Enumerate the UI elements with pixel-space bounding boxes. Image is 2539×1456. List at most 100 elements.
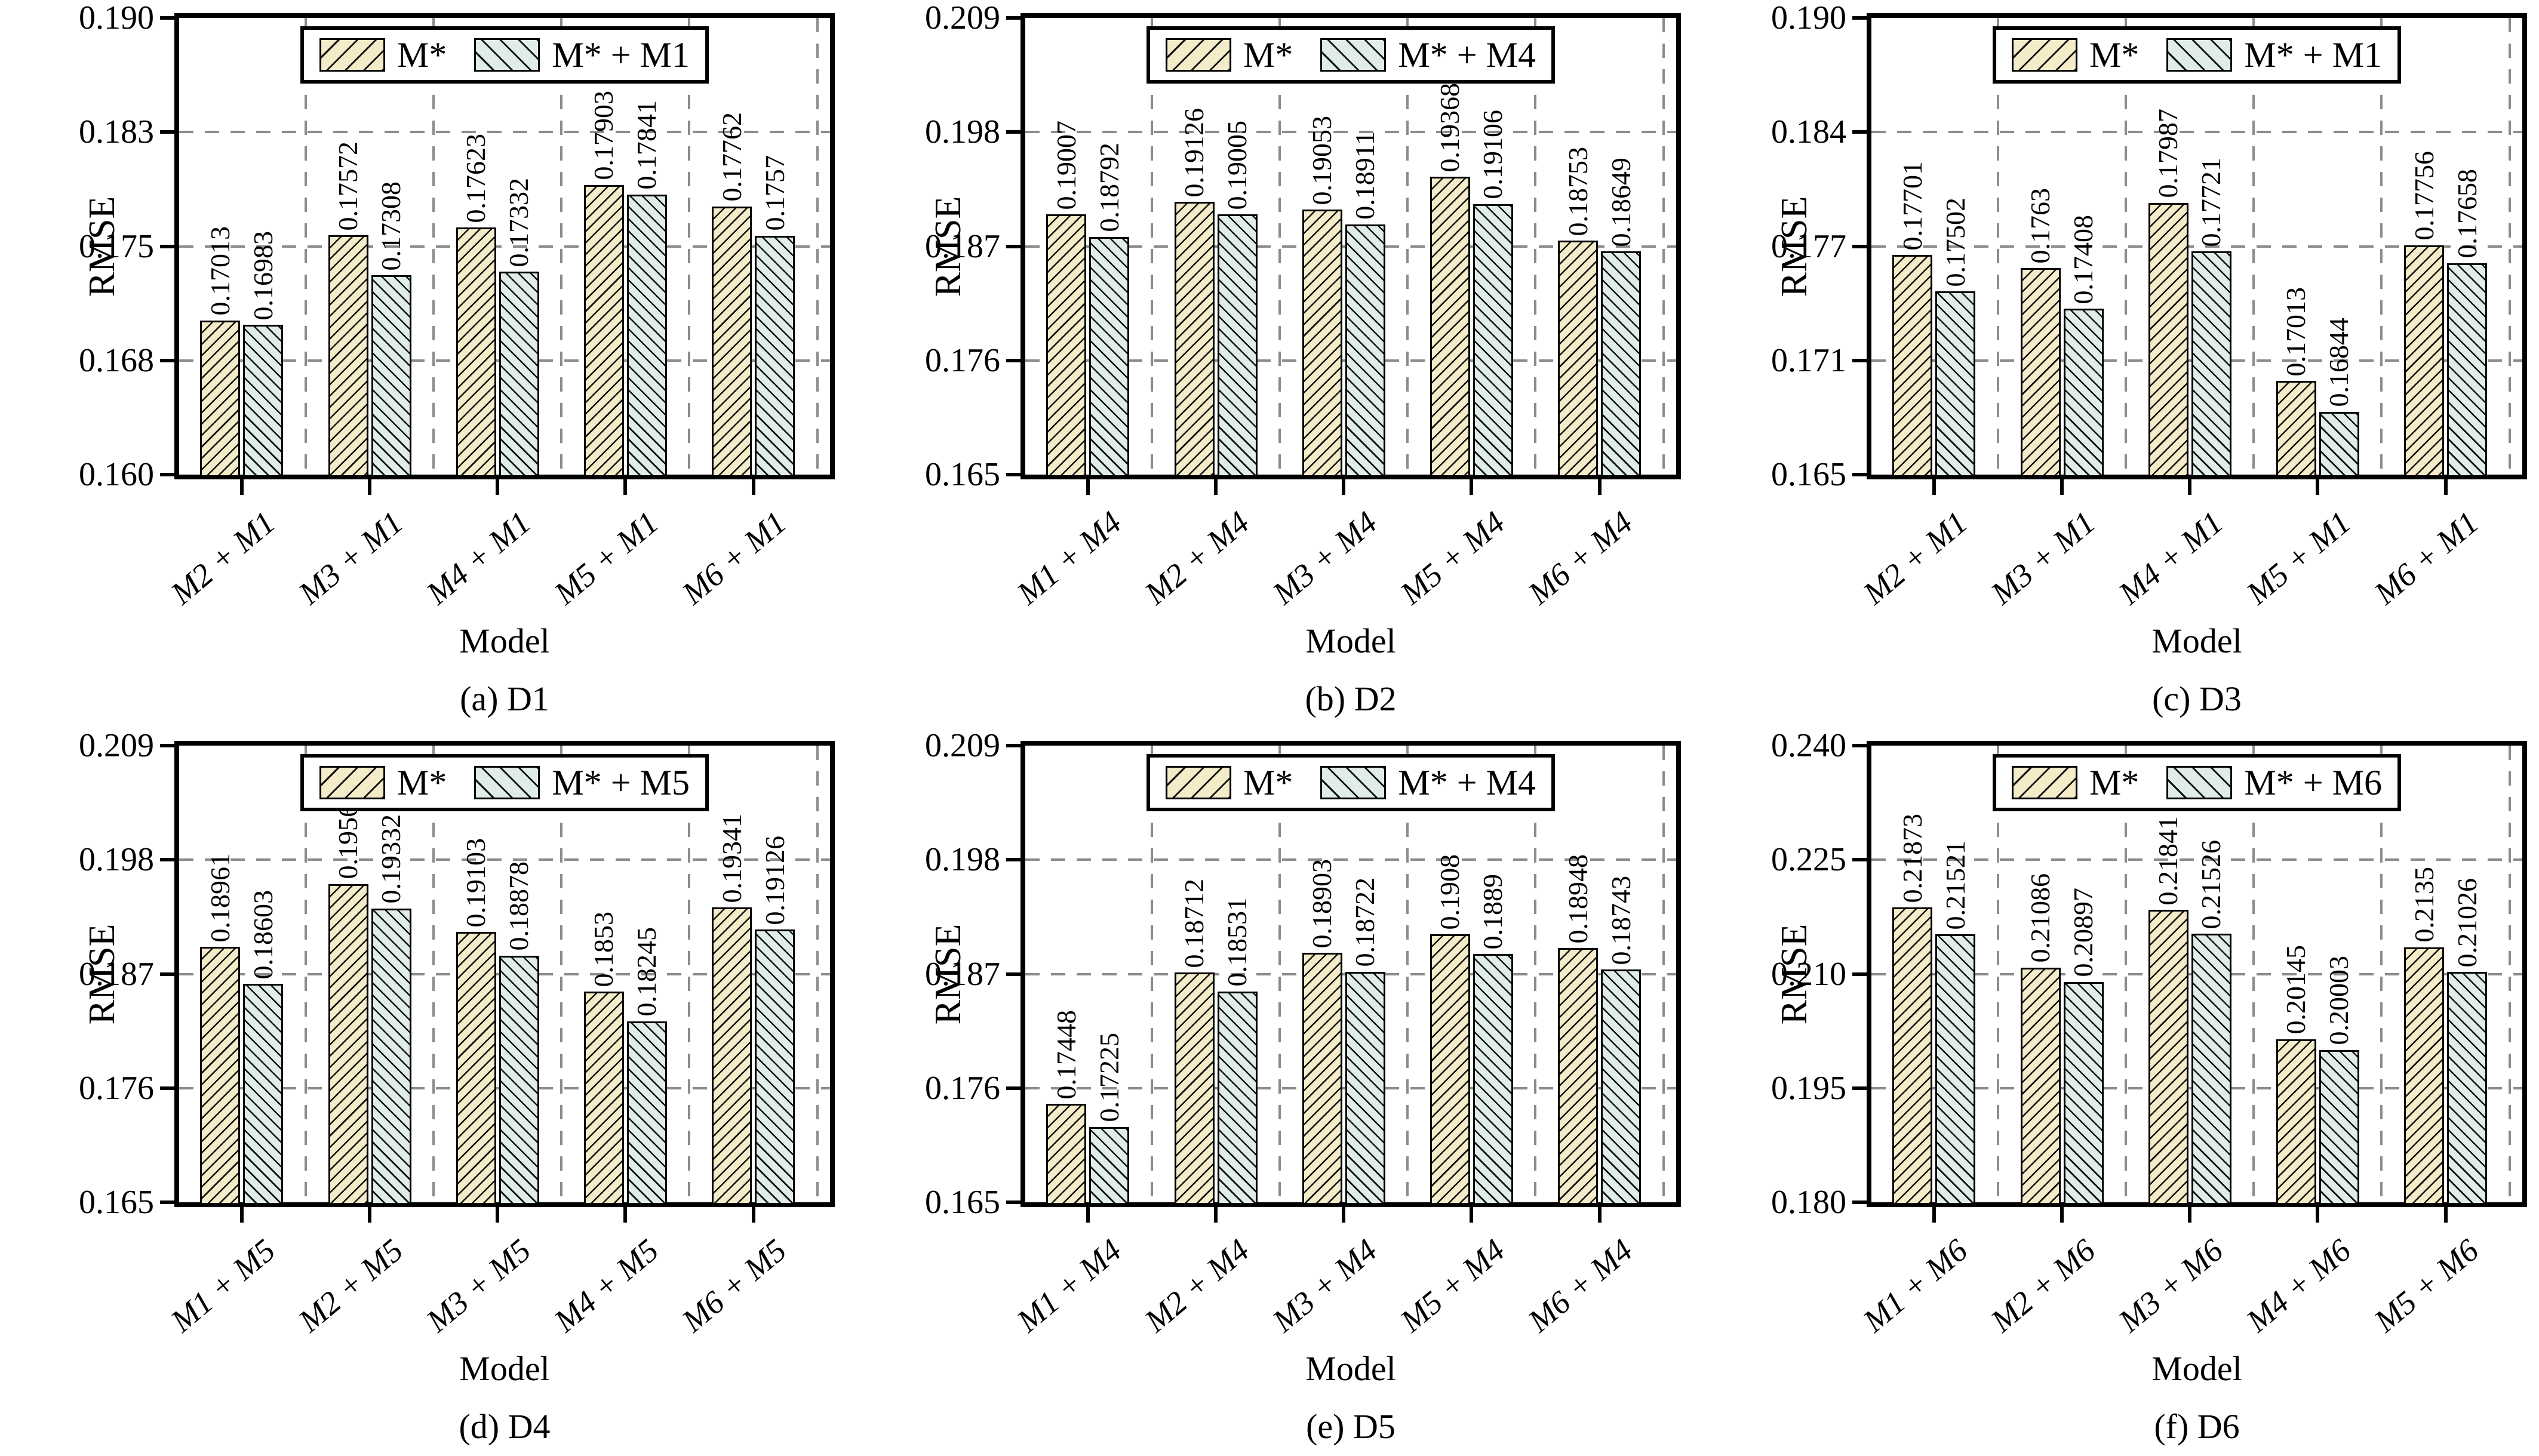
x-tick — [1342, 1207, 1346, 1223]
x-tick-label: M3 + M5 — [419, 1232, 537, 1339]
y-tick — [1852, 473, 1867, 476]
h-gridline — [1025, 131, 1676, 134]
subplot-caption: (c) D3 — [2152, 679, 2242, 718]
x-tick — [496, 1207, 500, 1223]
y-tick-label: 0.210 — [1771, 955, 1846, 993]
bar-value-label: 0.21841 — [2153, 815, 2184, 906]
bar-m-star — [712, 206, 752, 477]
bar-value-label: 0.2135 — [2408, 867, 2439, 943]
v-gridline — [1534, 746, 1537, 1202]
h-gridline — [179, 131, 830, 134]
subplot-caption: (f) D6 — [2154, 1407, 2240, 1446]
v-gridline — [1662, 746, 1665, 1202]
v-gridline — [1151, 18, 1153, 475]
v-gridline — [2508, 746, 2511, 1202]
y-tick-label: 0.180 — [1771, 1184, 1846, 1221]
x-tick-label: M3 + M1 — [291, 504, 410, 611]
bar-m-star — [583, 992, 624, 1205]
bar-m-star-plus — [371, 908, 411, 1205]
v-gridline — [2508, 18, 2511, 475]
v-gridline — [305, 746, 307, 1202]
legend-label-m-star: M* — [2089, 35, 2140, 75]
x-tick-label: M6 + M4 — [1521, 504, 1640, 611]
y-tick — [1006, 744, 1020, 747]
v-gridline — [688, 18, 691, 475]
x-tick — [1214, 479, 1218, 495]
bar-value-label: 0.21086 — [2025, 873, 2056, 963]
bar-value-label: 0.17701 — [1896, 161, 1928, 251]
bar-m-star — [1892, 255, 1933, 477]
bar-value-label: 0.21526 — [2196, 839, 2227, 929]
bar-m-star-plus — [2447, 263, 2487, 477]
bar-value-label: 0.19341 — [716, 813, 747, 903]
bar-m-star-plus — [2191, 934, 2231, 1205]
bar-m-star-plus — [1345, 224, 1385, 477]
y-tick-label: 0.190 — [1771, 0, 1846, 36]
x-tick — [2316, 1207, 2320, 1223]
y-tick-label: 0.165 — [1771, 456, 1846, 493]
bar-m-star-plus — [499, 272, 539, 477]
x-tick — [623, 479, 628, 495]
legend-swatch-m-star-plus — [474, 38, 540, 72]
y-tick-label: 0.225 — [1771, 841, 1846, 879]
legend-swatch-m-star-plus — [2166, 766, 2233, 799]
y-axis-title: RMSE — [1774, 924, 1815, 1024]
bar-value-label: 0.17013 — [2280, 287, 2311, 377]
v-gridline — [305, 18, 307, 475]
y-tick-label: 0.168 — [79, 341, 154, 379]
bar-m-star — [1430, 177, 1470, 477]
x-tick — [239, 1207, 244, 1223]
h-gridline — [1871, 131, 2522, 134]
x-tick-label: M3 + M6 — [2111, 1232, 2230, 1339]
v-gridline — [2252, 18, 2255, 475]
legend-label-m-star-plus: M* + M5 — [552, 763, 690, 802]
bar-value-label: 0.19126 — [1179, 107, 1210, 198]
bar-m-star — [1046, 1104, 1087, 1205]
bar-value-label: 0.18603 — [247, 889, 278, 980]
bar-value-label: 0.1908 — [1434, 854, 1465, 930]
bar-value-label: 0.17841 — [631, 100, 662, 190]
y-tick — [1006, 972, 1020, 976]
subplot-caption: (b) D2 — [1305, 679, 1397, 718]
x-tick-label: M1 + M4 — [1010, 1232, 1128, 1339]
legend: M* M* + M5 — [300, 754, 709, 811]
x-tick — [2443, 479, 2448, 495]
bar-m-star-plus — [1601, 251, 1641, 477]
x-tick — [2188, 1207, 2192, 1223]
x-tick-label: M2 + M1 — [164, 504, 282, 611]
bar-value-label: 0.1757 — [759, 155, 790, 231]
y-tick-label: 0.176 — [925, 341, 1000, 379]
v-gridline — [688, 746, 691, 1202]
bar-m-star — [583, 184, 624, 477]
y-tick-label: 0.209 — [79, 727, 154, 764]
legend-swatch-m-star — [1166, 766, 1232, 799]
x-axis-title: Model — [2151, 1349, 2242, 1388]
y-tick — [1852, 244, 1867, 248]
y-tick — [1852, 858, 1867, 862]
chart-panel-c: 0.165 0.171 0.177 0.184 0.190 M2 + M1 M3 + M1 M… — [1692, 0, 2538, 728]
bar-value-label: 0.18911 — [1350, 131, 1381, 220]
bar-m-star — [1046, 214, 1087, 477]
y-tick — [1006, 244, 1020, 248]
x-axis-title: Model — [1305, 621, 1396, 660]
bar-m-star — [1174, 202, 1215, 477]
bar-value-label: 0.17756 — [2408, 151, 2439, 241]
legend-swatch-m-star-plus — [1320, 766, 1387, 799]
bar-value-label: 0.18649 — [1605, 157, 1636, 247]
legend-swatch-m-star-plus — [474, 766, 540, 799]
v-gridline — [432, 18, 435, 475]
x-tick-label: M4 + M5 — [547, 1232, 666, 1339]
x-tick-label: M6 + M1 — [675, 504, 794, 611]
bar-m-star-plus — [755, 235, 795, 477]
v-gridline — [2125, 18, 2128, 475]
y-tick-label: 0.165 — [79, 1184, 154, 1221]
bar-value-label: 0.18722 — [1350, 878, 1381, 967]
bar-m-star — [2020, 967, 2061, 1205]
x-tick-label: M1 + M4 — [1010, 504, 1128, 611]
y-tick — [1006, 358, 1020, 362]
bar-m-star — [2276, 1039, 2316, 1205]
subplot-caption: (d) D4 — [459, 1407, 551, 1446]
y-tick-label: 0.187 — [79, 955, 154, 993]
bar-m-star-plus — [755, 929, 795, 1205]
v-gridline — [2252, 746, 2255, 1202]
